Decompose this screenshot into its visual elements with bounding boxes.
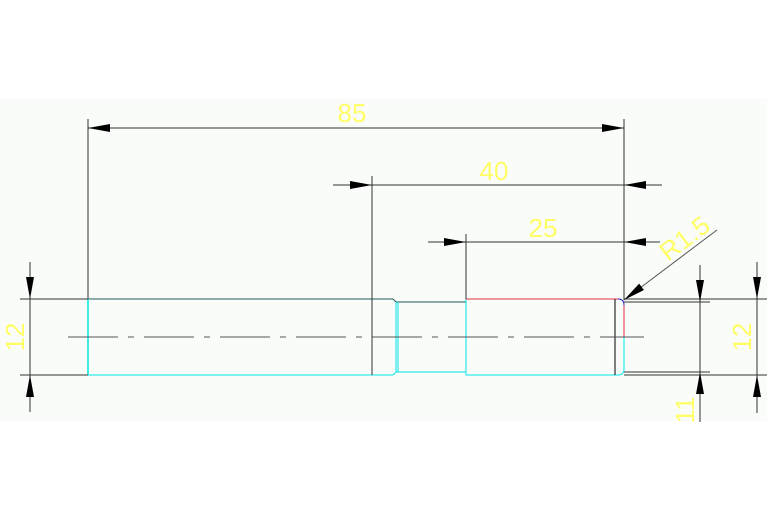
fillet-leader xyxy=(623,229,718,301)
dimension-40-label: 40 xyxy=(480,156,509,186)
drawing-area-background xyxy=(0,99,767,421)
dimension-25-label: 25 xyxy=(529,213,558,243)
dimension-85-label: 85 xyxy=(338,98,367,128)
dimension-right-12-label: 12 xyxy=(727,323,757,352)
extension-lines xyxy=(20,119,767,376)
dimension-11-label: 11 xyxy=(670,397,700,424)
dimension-left-12-label: 12 xyxy=(0,323,30,352)
